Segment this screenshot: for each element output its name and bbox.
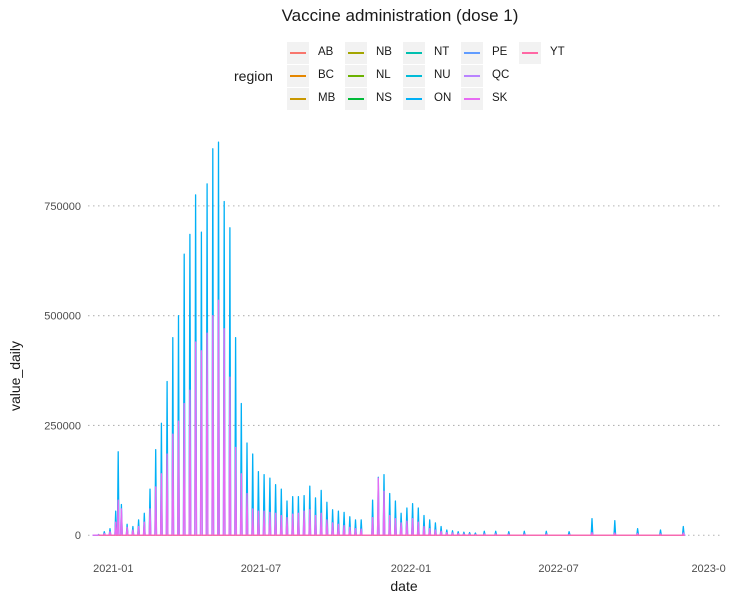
legend-item-nt: NT [403, 42, 483, 65]
legend-key [287, 88, 309, 110]
legend-column: PE QC SK [461, 42, 541, 111]
legend-item-bc: BC [287, 65, 367, 88]
legend-item-ab: AB [287, 42, 367, 65]
x-tick-label: 2021-01 [93, 563, 133, 575]
y-axis: 0 250000 500000 750000 [44, 201, 81, 542]
y-axis-title: value_daily [7, 341, 23, 411]
legend-label: NS [376, 92, 392, 104]
x-axis: 2021-01 2021-07 2022-01 2022-07 2023-0 [93, 563, 726, 575]
legend-title: region [234, 68, 273, 84]
legend-key [287, 65, 309, 87]
gridlines [88, 205, 720, 536]
legend-label: QC [492, 69, 510, 81]
legend-label: YT [550, 46, 565, 58]
legend-column: NB NL NS [345, 42, 425, 111]
legend-item-qc: QC [461, 65, 541, 88]
series-line-on [92, 141, 686, 536]
legend-item-sk: SK [461, 88, 541, 111]
legend-key [461, 65, 483, 87]
x-tick-label: 2022-07 [538, 563, 578, 575]
y-tick-label: 750000 [44, 201, 81, 213]
series-layer [92, 141, 686, 536]
legend-key [461, 88, 483, 110]
chart-title: Vaccine administration (dose 1) [281, 6, 519, 25]
legend-key [345, 65, 367, 87]
legend-label: ON [434, 92, 452, 104]
legend-column: YT [519, 42, 599, 65]
legend-key [461, 42, 483, 64]
legend-column: AB BC MB [287, 42, 367, 111]
legend-label: MB [318, 92, 336, 104]
y-tick-label: 250000 [44, 420, 81, 432]
legend-key [519, 42, 541, 64]
legend-key [403, 65, 425, 87]
legend-item-nu: NU [403, 65, 483, 88]
y-tick-label: 0 [75, 530, 81, 542]
x-axis-title: date [390, 578, 417, 594]
y-tick-label: 500000 [44, 311, 81, 323]
legend-label: BC [318, 69, 334, 81]
legend-item-nl: NL [345, 65, 425, 88]
legend-item-on: ON [403, 88, 483, 111]
x-tick-label: 2021-07 [241, 563, 281, 575]
x-tick-label: 2023-0 [691, 563, 725, 575]
legend-label: NL [376, 69, 391, 81]
legend-key [345, 88, 367, 110]
legend-label: NU [434, 69, 451, 81]
legend: region AB BC MB NB NL NS NT NU ON PE QC … [0, 0, 731, 130]
legend-key [287, 42, 309, 64]
legend-label: NB [376, 46, 392, 58]
legend-key [403, 42, 425, 64]
x-tick-label: 2022-01 [391, 563, 431, 575]
legend-label: AB [318, 46, 334, 58]
legend-label: SK [492, 92, 508, 104]
legend-column: NT NU ON [403, 42, 483, 111]
legend-key [403, 88, 425, 110]
legend-item-mb: MB [287, 88, 367, 111]
legend-label: NT [434, 46, 450, 58]
legend-key [345, 42, 367, 64]
legend-item-nb: NB [345, 42, 425, 65]
legend-item-yt: YT [519, 42, 599, 65]
legend-item-ns: NS [345, 88, 425, 111]
legend-label: PE [492, 46, 508, 58]
legend-item-pe: PE [461, 42, 541, 65]
